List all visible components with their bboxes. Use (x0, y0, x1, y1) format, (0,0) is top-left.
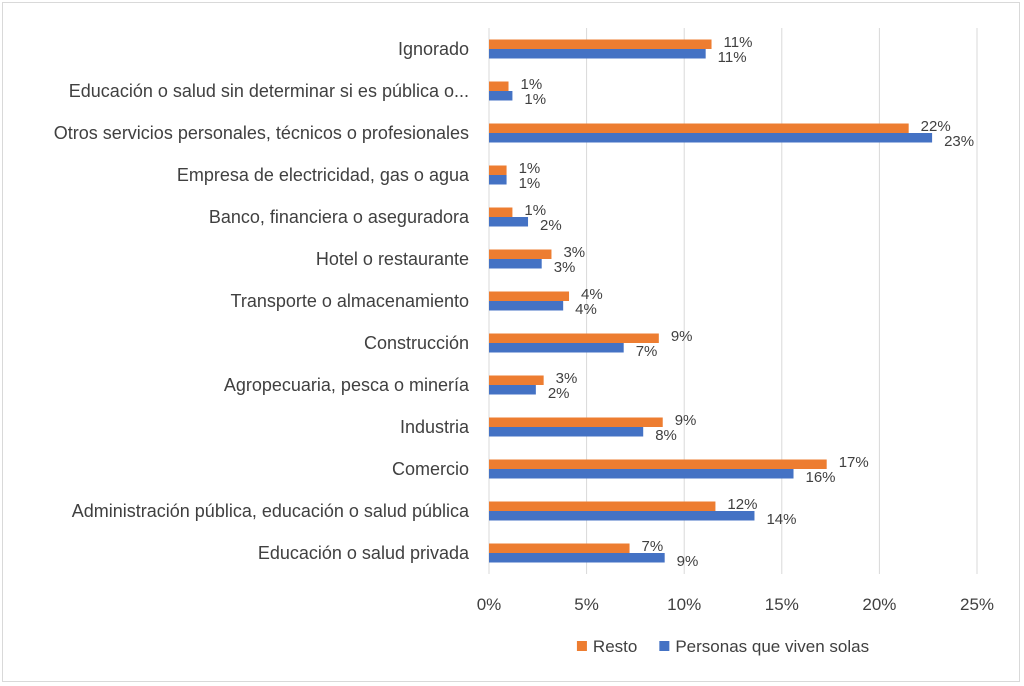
data-label: 17% (839, 454, 869, 471)
data-label: 14% (766, 511, 796, 528)
bar-personas-solas (489, 301, 564, 311)
data-label: 3% (554, 259, 576, 276)
category-label: Otros servicios personales, técnicos o p… (54, 123, 469, 143)
bar-resto (489, 249, 552, 259)
gridlines (488, 28, 978, 574)
x-tick-label: 15% (765, 595, 799, 614)
data-label: 2% (540, 217, 562, 234)
bar-personas-solas (489, 553, 665, 563)
data-labels: 11%1%22%1%1%3%4%9%3%9%17%12%7%11%1%23%1%… (519, 34, 975, 570)
data-label: 4% (581, 286, 603, 303)
category-label: Construcción (364, 333, 469, 353)
bar-resto (489, 291, 570, 301)
bar-resto (489, 375, 544, 385)
category-label: Agropecuaria, pesca o minería (224, 375, 470, 395)
data-label: 1% (519, 160, 541, 177)
bar-personas-solas (489, 217, 529, 227)
data-label: 3% (563, 244, 585, 261)
legend-swatch (576, 641, 587, 651)
data-label: 7% (642, 538, 664, 555)
data-label: 3% (556, 370, 578, 387)
legend-item-personas-solas: Personas que viven solas (659, 637, 869, 656)
bar-personas-solas (489, 49, 706, 59)
bar-resto (489, 165, 507, 175)
bar-resto (489, 543, 630, 553)
category-label: Empresa de electricidad, gas o agua (177, 165, 470, 185)
category-label: Banco, financiera o aseguradora (209, 207, 470, 227)
bar-resto (489, 459, 827, 469)
bar-personas-solas (489, 469, 794, 479)
x-tick-labels: 0% 5% 10% 15% 20% 25% (477, 595, 994, 614)
data-label: 2% (548, 385, 570, 402)
data-label: 11% (718, 49, 747, 66)
bar-personas-solas (489, 385, 536, 395)
x-tick-label: 5% (574, 595, 599, 614)
x-tick-label: 10% (667, 595, 701, 614)
bar-resto (489, 81, 509, 91)
bar-resto (489, 501, 716, 511)
bar-personas-solas (489, 511, 755, 521)
legend-label: Personas que viven solas (675, 637, 869, 656)
legend-swatch (659, 641, 670, 651)
x-tick-label: 20% (862, 595, 896, 614)
bar-resto (489, 123, 909, 133)
data-label: 16% (806, 469, 836, 486)
category-label: Industria (400, 417, 470, 437)
category-label: Transporte o almacenamiento (231, 291, 469, 311)
x-tick-label: 25% (960, 595, 994, 614)
data-label: 1% (524, 202, 546, 219)
data-label: 9% (677, 553, 699, 570)
bar-personas-solas (489, 91, 513, 101)
bar-personas-solas (489, 259, 542, 269)
data-label: 1% (521, 76, 543, 93)
category-label: Administración pública, educación o salu… (72, 501, 470, 521)
legend: Resto Personas que viven solas (576, 637, 869, 656)
bars (489, 39, 933, 563)
bar-resto (489, 39, 712, 49)
legend-label: Resto (593, 637, 637, 656)
data-label: 11% (724, 34, 753, 51)
data-label: 4% (575, 301, 597, 318)
category-label: Hotel o restaurante (316, 249, 469, 269)
data-label: 9% (671, 328, 693, 345)
category-labels: Ignorado Educación o salud sin determinar… (54, 39, 470, 563)
x-tick-label: 0% (477, 595, 502, 614)
data-label: 1% (519, 175, 541, 192)
bar-personas-solas (489, 343, 624, 353)
data-label: 23% (944, 133, 974, 150)
data-label: 1% (524, 91, 546, 108)
data-label: 9% (675, 412, 697, 429)
data-label: 8% (655, 427, 677, 444)
bar-resto (489, 417, 663, 427)
category-label: Educación o salud privada (258, 543, 470, 563)
category-label: Educación o salud sin determinar si es p… (69, 81, 469, 101)
bar-resto (489, 207, 513, 217)
category-label: Ignorado (398, 39, 469, 59)
legend-item-resto: Resto (576, 637, 637, 656)
data-label: 12% (727, 496, 757, 513)
bar-personas-solas (489, 427, 644, 437)
bar-personas-solas (489, 175, 507, 185)
category-label: Comercio (392, 459, 469, 479)
bar-resto (489, 333, 659, 343)
data-label: 7% (636, 343, 658, 360)
bar-personas-solas (489, 133, 933, 143)
data-label: 22% (921, 118, 951, 135)
